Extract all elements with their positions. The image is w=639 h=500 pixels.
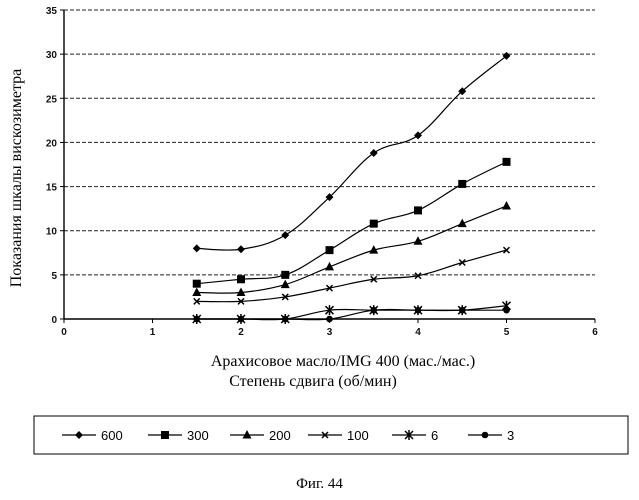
y-tick-label-30: 30 — [46, 50, 58, 61]
y-tick-label-35: 35 — [46, 6, 58, 17]
legend-marker-3 — [482, 432, 489, 439]
point-200-7 — [502, 201, 511, 210]
legend-entry-3: 3 — [468, 428, 514, 443]
legend-entry-6: 6 — [392, 428, 438, 443]
point-3-3 — [326, 316, 333, 323]
legend-entry-100: 100 — [308, 428, 369, 443]
legend-marker-300 — [161, 431, 169, 439]
point-300-2 — [281, 271, 289, 279]
x-tick-label-1: 1 — [150, 327, 156, 338]
line-chart: 0 5 10 15 20 25 30 35 0 1 2 3 4 5 6 Показания шкалы ви… — [0, 0, 639, 472]
point-300-5 — [414, 206, 422, 214]
legend: 600 300 200 100 6 3 — [62, 428, 514, 443]
point-3-1 — [238, 316, 245, 323]
legend-entry-600: 600 — [62, 428, 123, 443]
tick-labels: 0 5 10 15 20 25 30 35 0 1 2 3 4 5 6 — [46, 6, 598, 338]
y-axis-title: Показания шкалы вискозиметра — [8, 69, 25, 288]
y-tick-label-0: 0 — [51, 315, 57, 326]
point-300-0 — [193, 280, 201, 288]
point-200-0 — [192, 288, 201, 297]
x-tick-label-5: 5 — [504, 327, 510, 338]
figure-caption: Фиг. 44 — [0, 476, 639, 493]
point-600-1 — [237, 245, 245, 253]
y-tick-label-5: 5 — [51, 271, 57, 282]
point-600-0 — [193, 244, 201, 252]
legend-label-6: 6 — [431, 428, 438, 443]
y-tick-label-25: 25 — [46, 94, 58, 105]
point-300-1 — [237, 275, 245, 283]
x-tick-label-3: 3 — [327, 327, 333, 338]
point-600-2 — [281, 231, 289, 239]
point-3-7 — [503, 307, 510, 314]
legend-entry-200: 200 — [230, 428, 291, 443]
legend-label-600: 600 — [101, 428, 123, 443]
series-line-600 — [197, 56, 507, 250]
x-tick-label-2: 2 — [238, 327, 244, 338]
point-3-5 — [415, 307, 422, 314]
y-tick-label-15: 15 — [46, 183, 58, 194]
point-3-2 — [282, 316, 289, 323]
point-300-3 — [326, 246, 334, 254]
point-3-0 — [193, 316, 200, 323]
x-tick-label-0: 0 — [61, 327, 67, 338]
legend-entry-300: 300 — [148, 428, 209, 443]
legend-marker-600 — [75, 431, 83, 439]
legend-label-300: 300 — [187, 428, 209, 443]
point-3-6 — [459, 307, 466, 314]
y-tick-label-10: 10 — [46, 227, 58, 238]
x-axis-title: Арахисовое масло/IMG 400 (мас./мас.) — [211, 353, 475, 370]
gridlines — [64, 10, 595, 275]
x-axis-subtitle: Степень сдвига (об/мин) — [229, 373, 397, 390]
point-3-4 — [370, 307, 377, 314]
legend-label-200: 200 — [269, 428, 291, 443]
y-tick-label-20: 20 — [46, 138, 58, 149]
legend-label-3: 3 — [507, 428, 514, 443]
axes — [60, 10, 595, 323]
point-300-4 — [370, 220, 378, 228]
x-tick-label-4: 4 — [415, 327, 421, 338]
x-tick-label-6: 6 — [592, 327, 598, 338]
legend-marker-200 — [243, 430, 252, 439]
point-300-6 — [458, 180, 466, 188]
legend-label-100: 100 — [347, 428, 369, 443]
point-300-7 — [503, 158, 511, 166]
